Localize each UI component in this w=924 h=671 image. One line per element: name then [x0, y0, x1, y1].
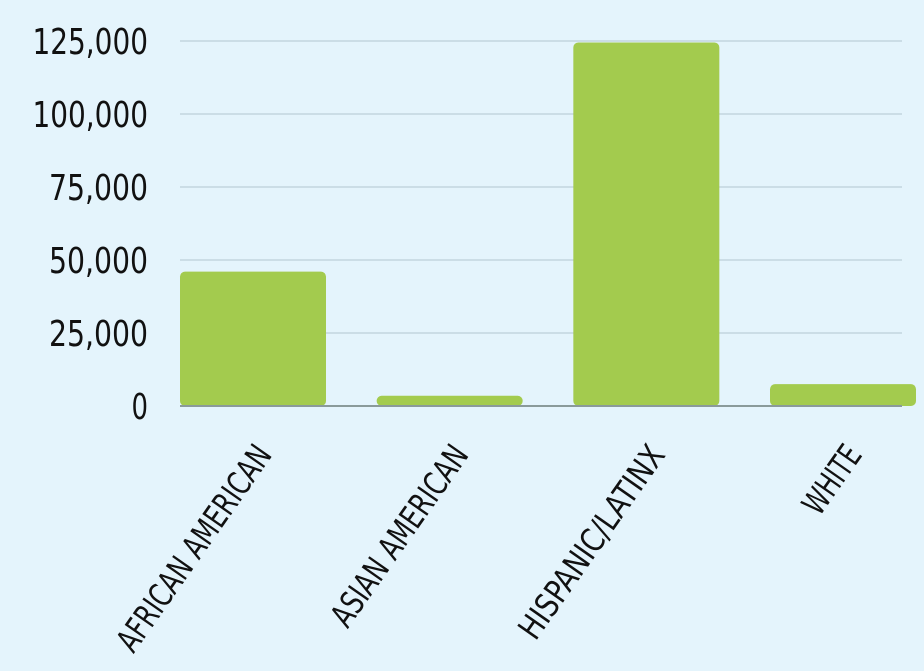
y-axis-tick-labels: 0 25,000 50,000 75,000 100,000 125,000: [33, 22, 149, 428]
y-tick-label: 0: [132, 387, 149, 428]
bar: [376, 395, 523, 406]
y-tick-label: 100,000: [33, 95, 149, 136]
y-tick-label: 25,000: [49, 314, 148, 355]
x-category-label: HISPANIC/LATINX: [510, 437, 673, 646]
x-category-label: AFRICAN AMERICAN: [108, 437, 279, 659]
bar: [573, 42, 720, 407]
x-category-label: WHITE: [794, 437, 870, 522]
y-tick-label: 125,000: [33, 22, 149, 63]
x-axis-category-labels: AFRICAN AMERICAN ASIAN AMERICAN HISPANIC/L…: [108, 437, 869, 659]
bar: [770, 384, 916, 406]
y-tick-label: 50,000: [49, 241, 148, 282]
gridlines: [180, 40, 902, 334]
x-category-label: ASIAN AMERICAN: [322, 437, 476, 634]
y-tick-label: 75,000: [49, 168, 148, 209]
bar: [180, 271, 326, 406]
bars: [180, 42, 916, 407]
